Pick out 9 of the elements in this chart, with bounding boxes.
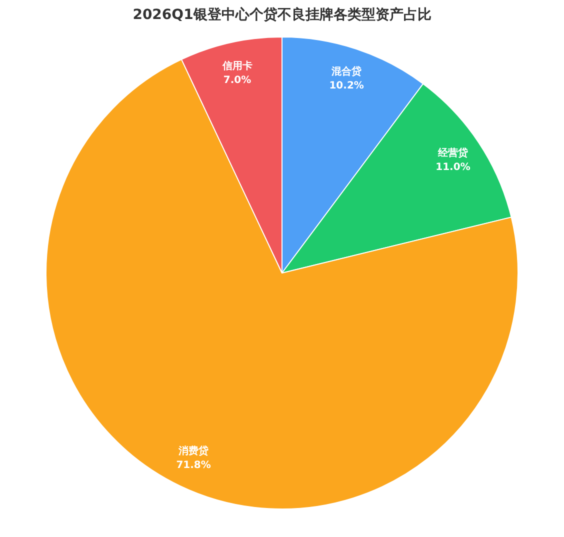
data-label: 10.2% xyxy=(329,80,364,92)
data-label: 7.0% xyxy=(223,74,252,86)
slice-label: 信用卡 xyxy=(221,60,252,72)
slice-label: 混合贷 xyxy=(330,65,362,78)
slice-label: 经营贷 xyxy=(436,146,468,159)
data-label: 11.0% xyxy=(436,162,470,173)
chart-title: 2026Q1银登中心个贷不良挂牌各类型资产占比 xyxy=(132,6,432,23)
slice-label: 消费贷 xyxy=(178,444,209,457)
data-label: 71.8% xyxy=(176,460,211,471)
